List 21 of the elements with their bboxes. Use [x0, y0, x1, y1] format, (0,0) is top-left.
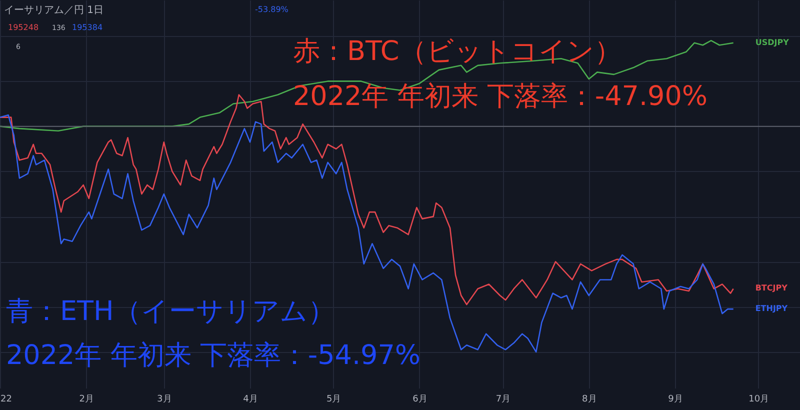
x-tick-label: 7月 — [496, 394, 511, 404]
text: -53.89% — [255, 5, 289, 14]
x-tick-label: 2月 — [79, 394, 94, 404]
text: USDJPY — [755, 38, 790, 47]
text: 195248 — [8, 23, 39, 32]
annotation: 2022年 年初来 下落率：-47.90% — [293, 81, 708, 112]
annotation: 2022年 年初来 下落率：-54.97% — [6, 340, 421, 371]
text: イーサリアム／円 1日 — [4, 5, 104, 16]
x-tick-label: 3月 — [157, 394, 172, 404]
x-tick-label: 9月 — [668, 394, 683, 404]
x-tick-label: 22 — [0, 394, 12, 404]
x-tick-label: 5月 — [326, 394, 342, 404]
x-tick-label: 10月 — [748, 394, 770, 404]
text: 195384 — [72, 23, 103, 32]
x-tick-label: 8月 — [582, 394, 597, 404]
text: ETHJPY — [755, 304, 788, 314]
x-tick-label: 6月 — [412, 394, 428, 404]
x-tick-label: 4月 — [243, 394, 258, 404]
annotation: 赤：BTC（ビットコイン） — [293, 36, 622, 67]
annotation: 青：ETH（イーサリアム） — [6, 296, 335, 327]
text: BTCJPY — [755, 284, 788, 293]
